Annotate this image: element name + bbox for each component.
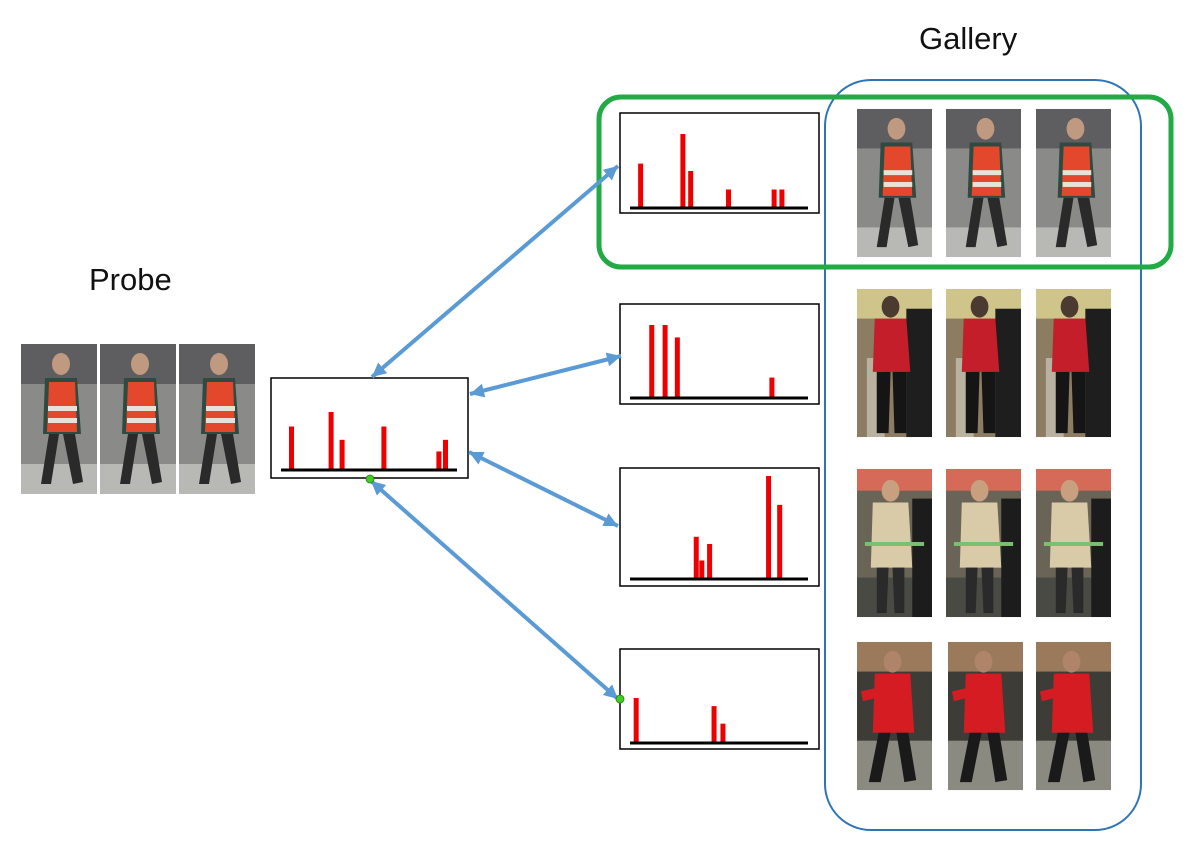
histogram-bar [720,723,726,743]
histogram-bar [638,163,644,208]
gallery-image [1036,108,1111,258]
gallery-image [946,468,1021,618]
histogram-bar [674,337,680,398]
histogram-bar [633,698,639,743]
gallery-image [946,288,1021,438]
arrowhead [470,383,486,398]
connector-dot [365,474,375,484]
gallery-histogram-1 [619,112,820,214]
connector-dot [615,694,625,704]
gallery-image [1036,468,1111,618]
histogram-bar [649,325,655,398]
arrow-to-gallery-1 [370,164,620,379]
probe-image-3 [179,344,255,494]
histogram-bar [707,543,713,579]
histogram-bar [662,325,668,398]
gallery-histogram-2 [619,303,820,405]
comparison-arrows [365,164,625,704]
arrow-to-gallery-2 [469,354,622,396]
histogram-bar [777,504,783,579]
probe-images [21,344,255,494]
histogram-bar [693,536,699,579]
arrowhead [602,684,618,699]
gallery-histogram-4 [619,648,820,750]
histogram-bar [769,377,775,398]
histogram-frame [619,467,820,587]
gallery-image [946,108,1021,258]
histogram-frame [619,648,820,750]
gallery-image [857,468,932,618]
gallery-row-1-images [857,108,1111,258]
arrowhead [371,481,387,496]
histogram-bar [726,189,732,208]
gallery-image [857,108,932,258]
probe-image-2 [100,344,176,494]
arrow-to-gallery-4 [369,479,620,701]
gallery-histogram-3 [619,467,820,587]
histogram-bar [328,412,334,470]
histogram-bar [779,189,785,208]
probe-label: Probe [89,262,172,297]
histogram-bar [436,451,442,470]
histogram-bar [339,439,345,470]
gallery-image [857,641,932,791]
histogram-bar [680,134,686,208]
histogram-bar [699,560,705,579]
histogram-bar [289,426,294,470]
histogram-bar [443,439,448,470]
gallery-image [857,288,932,438]
gallery-image [1036,288,1111,438]
histogram-bar [766,476,772,579]
gallery-label: Gallery [919,21,1018,56]
gallery-row-2-images [857,288,1111,438]
gallery-row-4-images [857,641,1111,791]
gallery-image [1036,641,1111,791]
histogram-frame [619,112,820,214]
histogram-bar [711,706,717,743]
histogram-bar [688,171,694,208]
arrowhead [469,451,485,465]
arrowhead [602,513,618,527]
gallery-group-outline [824,79,1142,831]
histogram-frame [270,377,469,479]
arrowhead [602,166,618,181]
arrowhead [372,362,388,377]
probe-histogram [270,377,469,479]
probe-image-1 [21,344,97,494]
arrow-to-gallery-3 [468,450,619,528]
arrowhead [605,352,621,367]
histogram-bar [381,426,387,470]
gallery-row-3-images [857,468,1111,618]
histogram-bar [771,189,777,208]
gallery-image [948,641,1023,791]
